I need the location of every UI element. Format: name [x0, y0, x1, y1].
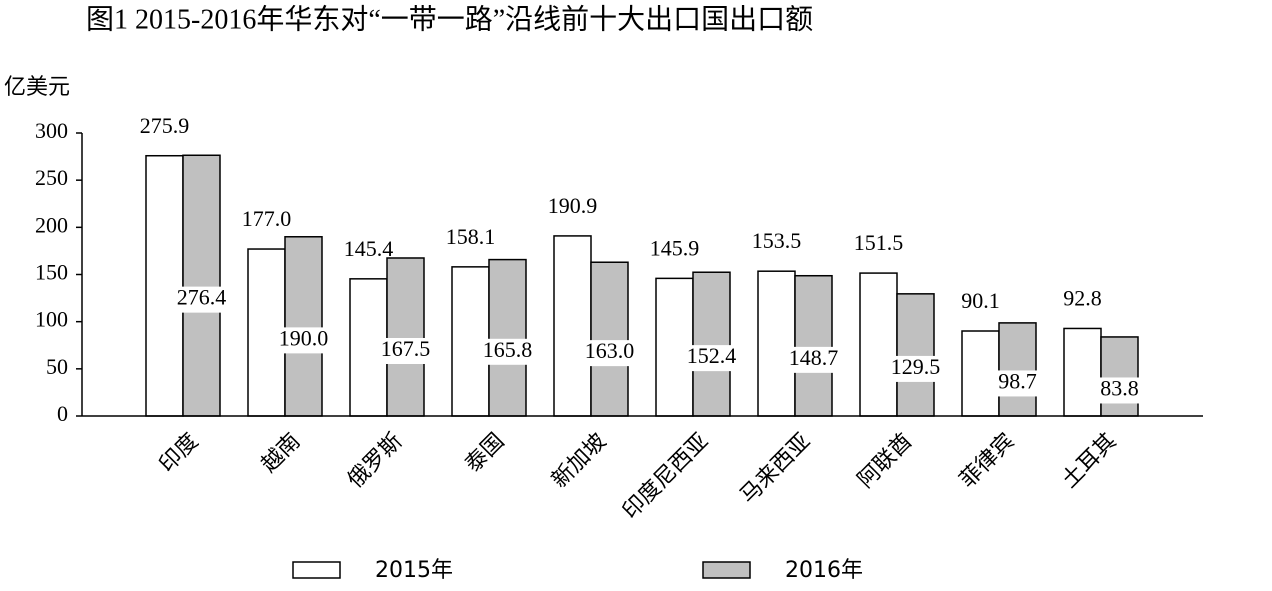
value-label: 275.9: [140, 113, 190, 138]
bar: [386, 257, 425, 417]
bar: [182, 154, 221, 417]
y-tick-label: 0: [57, 401, 68, 426]
x-tick-label: 菲律宾: [955, 429, 1019, 493]
value-label: 98.7: [998, 368, 1037, 393]
value-label: 145.9: [650, 235, 700, 260]
value-label-bg: [779, 346, 848, 373]
value-label: 151.5: [854, 230, 904, 255]
value-label: 177.0: [242, 206, 292, 231]
value-label: 148.7: [789, 345, 839, 370]
value-label: 158.1: [446, 224, 496, 249]
x-tick-label: 新加坡: [547, 429, 611, 493]
bar: [284, 236, 323, 417]
value-label: 276.4: [177, 285, 227, 310]
x-tick-label: 俄罗斯: [343, 429, 407, 493]
x-tick-label: 泰国: [461, 429, 510, 478]
value-label: 163.0: [585, 338, 635, 363]
x-tick-label: 印度尼西亚: [618, 429, 713, 524]
y-tick-label: 50: [46, 354, 68, 379]
bar: [692, 271, 731, 417]
legend-label: 2016年: [785, 558, 863, 583]
bar: [553, 235, 592, 417]
value-label-bg: [1085, 377, 1154, 404]
value-label-bg: [677, 345, 746, 372]
value-label-bg: [269, 327, 338, 354]
bar: [794, 274, 833, 417]
y-axis-label: 亿美元: [4, 75, 70, 100]
bar: [757, 270, 796, 417]
x-tick-label: 马来西亚: [736, 429, 816, 509]
value-label: 152.4: [687, 343, 737, 368]
y-tick-label: 300: [35, 118, 68, 143]
value-label-bg: [575, 340, 644, 367]
x-tick-label: 土耳其: [1057, 429, 1121, 493]
x-tick-label: 印度: [155, 429, 204, 478]
x-tick-label: 越南: [257, 429, 306, 478]
y-tick-label: 150: [35, 260, 68, 285]
bar: [488, 258, 527, 417]
chart-title: 图1 2015-2016年华东对“一带一路”沿线前十大出口国出口额: [86, 3, 813, 35]
bar: [896, 293, 935, 417]
value-label: 83.8: [1100, 376, 1139, 401]
y-tick-label: 200: [35, 212, 68, 237]
value-label: 90.1: [961, 288, 1000, 313]
bar: [859, 272, 898, 417]
value-label-bg: [881, 355, 950, 382]
legend-swatch: [292, 561, 341, 579]
value-label: 190.9: [548, 193, 598, 218]
x-tick-label: 阿联酋: [853, 429, 917, 493]
y-tick-label: 250: [35, 165, 68, 190]
value-label: 145.4: [344, 236, 394, 261]
value-label: 129.5: [891, 354, 941, 379]
legend-label: 2015年: [375, 558, 453, 583]
value-label: 92.8: [1063, 286, 1102, 311]
value-label: 167.5: [381, 336, 431, 361]
value-label: 153.5: [752, 228, 802, 253]
bar: [998, 322, 1037, 417]
legend-swatch: [702, 561, 751, 579]
value-label: 190.0: [279, 325, 329, 350]
value-label-bg: [473, 338, 542, 365]
y-tick-label: 100: [35, 307, 68, 332]
value-label-bg: [983, 370, 1052, 397]
value-label-bg: [371, 337, 440, 364]
value-label-bg: [167, 286, 236, 313]
value-label: 165.8: [483, 337, 533, 362]
